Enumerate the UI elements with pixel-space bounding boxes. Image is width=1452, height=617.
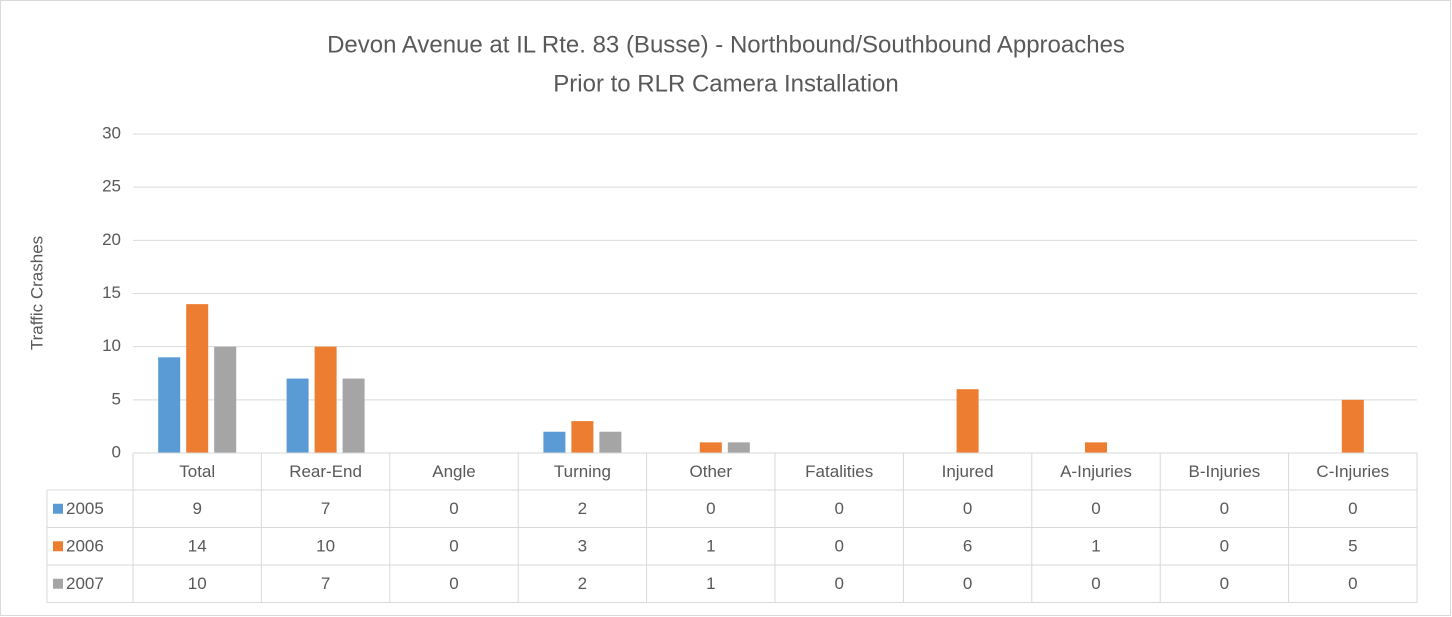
legend-label: 2007 [66,574,104,593]
x-tick-label: Other [690,462,733,481]
y-tick-label: 5 [112,389,121,408]
table-value: 0 [1348,499,1357,518]
x-tick-label: Turning [554,462,611,481]
table-value: 0 [1220,574,1229,593]
table-value: 0 [834,574,843,593]
table-value: 1 [1091,537,1100,556]
bar [342,378,365,453]
bar [314,346,337,453]
table-value: 10 [316,537,335,556]
legend-label: 2005 [66,499,104,518]
x-tick-label: A-Injuries [1060,462,1132,481]
legend-key [53,503,63,514]
x-tick-label: Fatalities [805,462,873,481]
y-axis-label: Traffic Crashes [27,236,46,350]
bar [727,442,750,453]
chart-subtitle: Prior to RLR Camera Installation [553,70,898,97]
y-tick-label: 25 [102,177,121,196]
x-tick-label: Total [179,462,215,481]
bar [571,421,594,453]
x-tick-label: B-Injuries [1188,462,1260,481]
y-tick-label: 0 [112,442,121,461]
table-value: 7 [321,574,330,593]
bar [1085,442,1107,453]
table-value: 5 [1348,537,1357,556]
table-value: 1 [706,574,715,593]
table-value: 0 [449,574,458,593]
bar [956,389,979,453]
bar [186,304,209,453]
legend-key [53,541,63,552]
table-value: 10 [188,574,207,593]
bar [543,431,566,453]
table-value: 0 [449,499,458,518]
bar [599,431,622,453]
bar [286,378,309,453]
legend-label: 2006 [66,537,104,556]
table-value: 0 [1220,537,1229,556]
table-value: 9 [192,499,201,518]
table-value: 0 [834,537,843,556]
bar [214,346,237,453]
table-value: 0 [1091,574,1100,593]
bar [158,357,181,453]
y-tick-label: 15 [102,283,121,302]
table-value: 0 [449,537,458,556]
legend-key [53,578,63,589]
x-tick-label: Angle [432,462,475,481]
bar [699,442,722,453]
table-value: 0 [1091,499,1100,518]
table-value: 0 [706,499,715,518]
table-value: 7 [321,499,330,518]
x-tick-label: C-Injuries [1316,462,1389,481]
table-value: 14 [188,537,207,556]
y-tick-label: 20 [102,230,121,249]
table-value: 0 [963,499,972,518]
x-tick-label: Injured [942,462,994,481]
table-value: 0 [834,499,843,518]
chart-title: Devon Avenue at IL Rte. 83 (Busse) - Nor… [327,31,1125,58]
x-tick-label: Rear-End [289,462,362,481]
table-value: 3 [578,537,587,556]
table-value: 0 [1220,499,1229,518]
table-value: 2 [578,499,587,518]
table-value: 6 [963,537,972,556]
y-tick-label: 30 [102,123,121,142]
table-value: 0 [1348,574,1357,593]
table-value: 1 [706,537,715,556]
bar [1341,399,1364,453]
y-tick-label: 10 [102,336,121,355]
table-value: 0 [963,574,972,593]
table-value: 2 [578,574,587,593]
